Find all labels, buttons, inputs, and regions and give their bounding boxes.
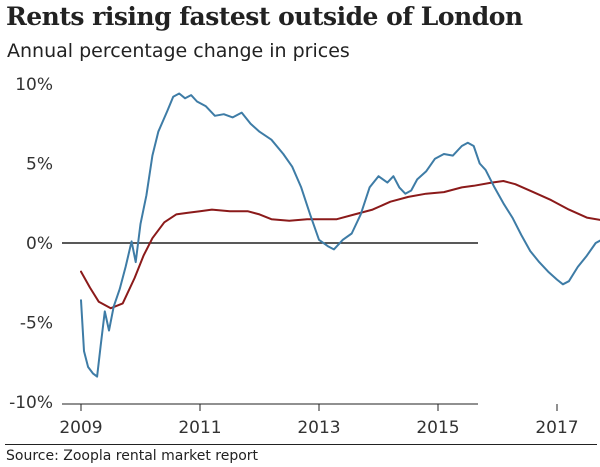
x-tick-label: 2009 xyxy=(59,418,102,438)
x-axis: 2009201120132015201720192021 xyxy=(59,403,579,438)
source-divider xyxy=(5,444,597,445)
x-tick-label: 2017 xyxy=(535,418,578,438)
series-lines xyxy=(80,92,600,378)
y-tick-label: -10% xyxy=(9,393,53,413)
series-line-uk-ex-london xyxy=(80,180,600,310)
series-line-london xyxy=(80,92,600,378)
source-note: Source: Zoopla rental market report xyxy=(6,448,259,464)
y-tick-label: 0% xyxy=(26,234,53,254)
chart-title: Rents rising fastest outside of London xyxy=(6,2,523,31)
y-tick-label: 5% xyxy=(26,155,53,175)
x-tick-label: 2013 xyxy=(297,418,340,438)
chart-subtitle: Annual percentage change in prices xyxy=(7,40,350,62)
x-tick-label: 2011 xyxy=(178,418,221,438)
y-tick-label: -5% xyxy=(20,314,53,334)
x-tick-label: 2015 xyxy=(416,418,459,438)
y-axis-ticks: 10% 5% 0% -5% -10% xyxy=(9,75,478,413)
y-tick-label: 10% xyxy=(15,75,53,95)
